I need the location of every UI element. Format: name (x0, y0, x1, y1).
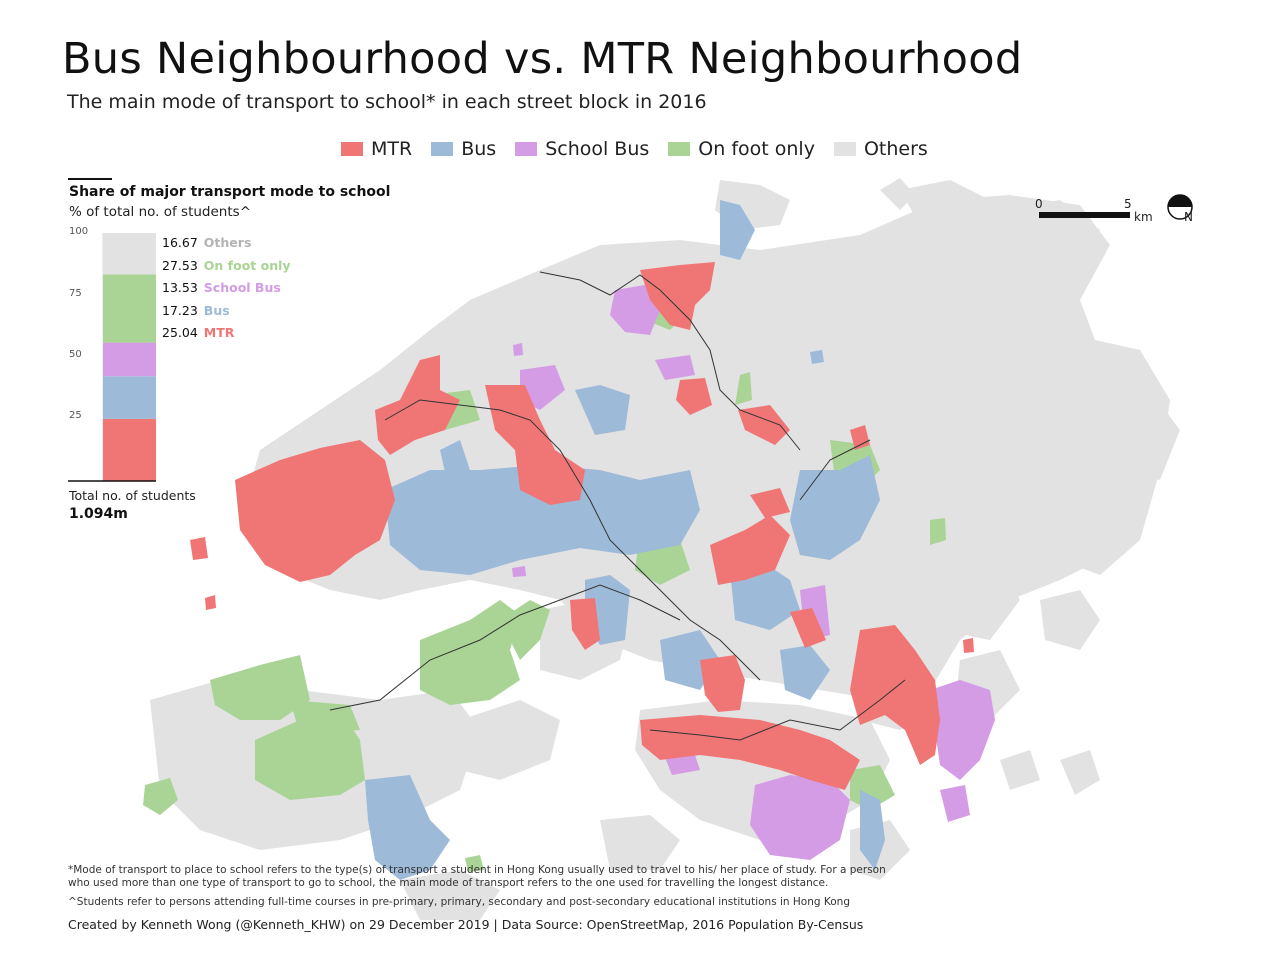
share-axis-tick-75: 75 (69, 288, 82, 299)
north-label: N (1184, 210, 1193, 224)
credit-line: Created by Kenneth Wong (@Kenneth_KHW) o… (68, 917, 864, 932)
share-label-mtr: 25.04 MTR (162, 325, 234, 340)
total-students-value: 1.094m (69, 506, 128, 522)
legend-swatch-bus (431, 142, 454, 156)
north-arrow-fill-left (1168, 195, 1180, 207)
zone-mtr (190, 262, 974, 790)
share-name-mtr: MTR (203, 325, 235, 340)
share-segment-mtr (103, 418, 156, 481)
total-students-label: Total no. of students (69, 488, 196, 503)
legend-swatch-mtr (341, 142, 363, 156)
railway-lines (329, 271, 906, 741)
legend-label-on-foot: On foot only (698, 138, 815, 160)
zone-on-foot (143, 285, 946, 872)
map-title: Bus Neighbourhood vs. MTR Neighbourhood (62, 34, 1023, 84)
north-arrow-fill (1180, 195, 1192, 207)
scale-max-label: 5 (1124, 197, 1132, 211)
legend-item-on-foot: On foot only (668, 138, 815, 160)
share-axis-tick-25: 25 (69, 410, 82, 421)
share-name-school-bus: School Bus (203, 280, 281, 295)
share-value-on-foot-only: 27.53 (162, 258, 198, 273)
share-panel-subtitle: % of total no. of students^ (69, 204, 251, 220)
share-panel-title: Share of major transport mode to school (69, 184, 391, 200)
share-label-on-foot-only: 27.53 On foot only (162, 258, 291, 273)
share-value-others: 16.67 (162, 235, 198, 250)
footnote-mode: *Mode of transport to place to school re… (68, 864, 886, 889)
share-axis-tick-100: 100 (69, 226, 89, 237)
legend-label-school-bus: School Bus (545, 138, 650, 160)
scale-bar-rect (1039, 212, 1130, 218)
share-panel-rule (68, 178, 112, 180)
footnote-students: ^Students refer to persons attending ful… (68, 896, 850, 908)
legend-item-mtr: MTR (341, 138, 412, 160)
share-name-others: Others (203, 235, 252, 250)
share-name-on-foot-only: On foot only (203, 258, 291, 273)
share-label-school-bus: 13.53 School Bus (162, 280, 281, 295)
scale-unit-label: km (1134, 210, 1153, 224)
share-value-mtr: 25.04 (162, 325, 198, 340)
share-axis-tick-50: 50 (69, 349, 82, 360)
legend-item-bus: Bus (431, 138, 496, 160)
share-value-bus: 17.23 (162, 303, 198, 318)
share-bar-chart (68, 233, 156, 482)
share-value-school-bus: 13.53 (162, 280, 198, 295)
scale-bar (1039, 194, 1193, 220)
share-label-others: 16.67 Others (162, 235, 251, 250)
share-label-bus: 17.23 Bus (162, 303, 230, 318)
share-segment-others (103, 233, 156, 275)
share-name-bus: Bus (203, 303, 230, 318)
share-segment-on-foot-only (103, 274, 156, 343)
legend-swatch-school-bus (515, 142, 538, 156)
legend-swatch-others (833, 142, 856, 156)
legend-item-others: Others (833, 138, 928, 160)
share-segment-school-bus (103, 342, 156, 377)
legend-item-school-bus: School Bus (515, 138, 649, 160)
map-subtitle: The main mode of transport to school* in… (67, 91, 707, 113)
share-segment-bus (103, 376, 156, 419)
map-legend: MTR Bus School Bus On foot only Others (341, 138, 947, 160)
scale-min-label: 0 (1035, 197, 1043, 211)
legend-label-others: Others (863, 138, 928, 160)
legend-swatch-on-foot (668, 142, 691, 156)
legend-label-bus: Bus (461, 138, 497, 160)
legend-label-mtr: MTR (371, 138, 413, 160)
